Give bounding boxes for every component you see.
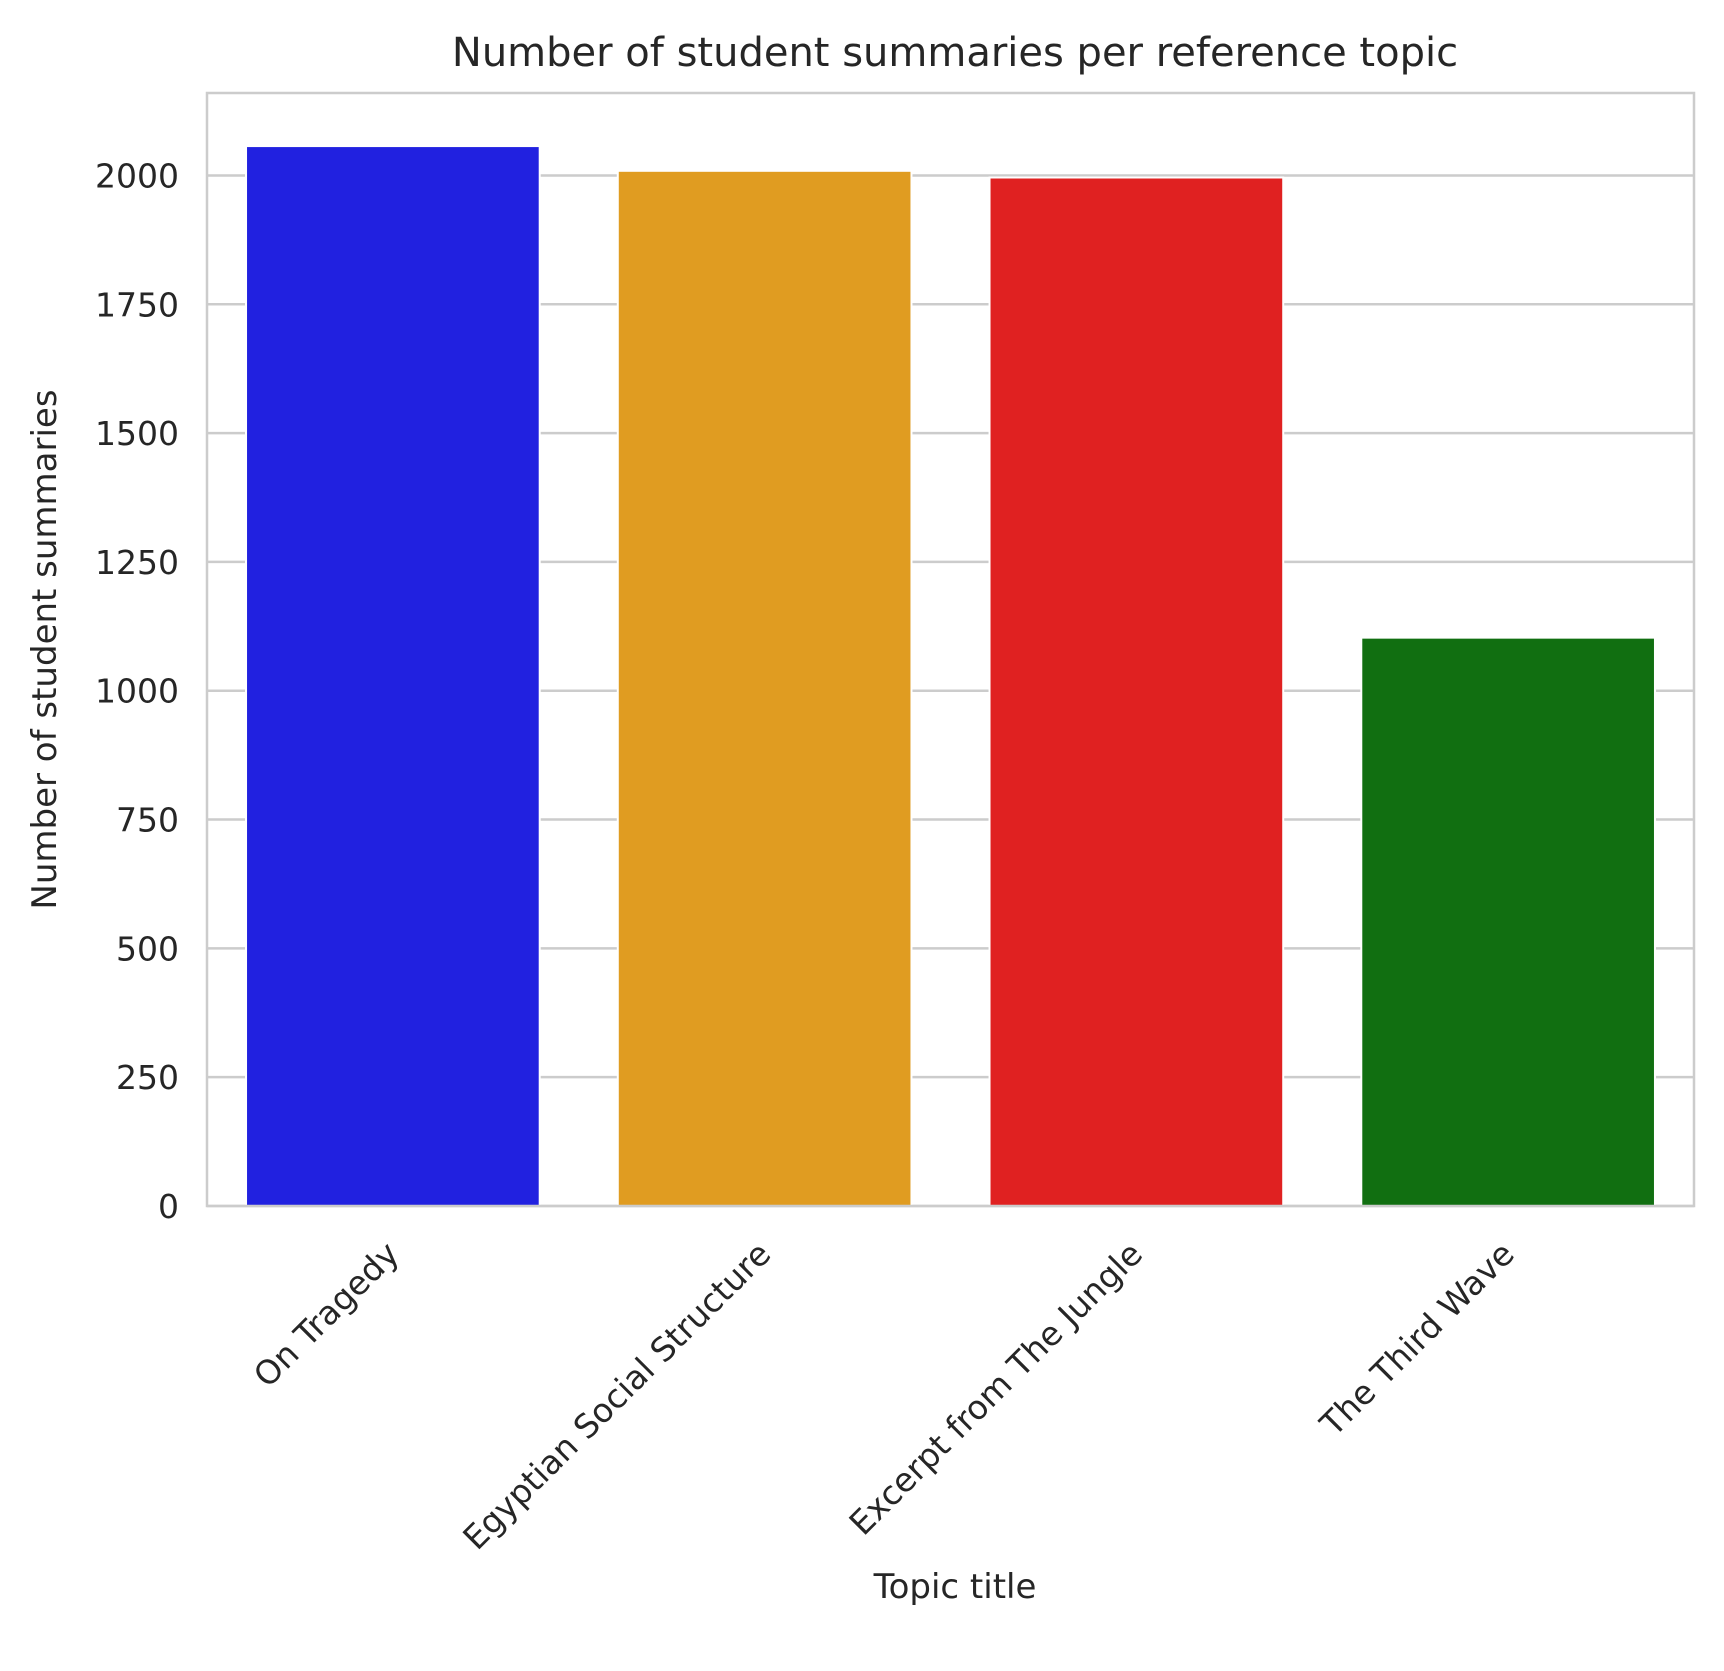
y-tick-label: 250: [116, 1058, 179, 1097]
x-tick-label: On Tragedy: [246, 1234, 407, 1395]
bar-the-third-wave: [1360, 636, 1656, 1207]
x-axis-label: Topic title: [873, 1567, 1037, 1607]
y-tick-label: 1750: [95, 285, 179, 324]
x-tick-label: Egyptian Social Structure: [455, 1234, 778, 1557]
y-tick-label: 1250: [95, 543, 179, 582]
x-tick-label: Excerpt from The Jungle: [842, 1234, 1151, 1543]
y-tick-label: 750: [116, 801, 179, 840]
y-tick-label: 0: [158, 1187, 179, 1226]
bar-egyptian-social-structure: [616, 169, 913, 1208]
bar-excerpt-from-the-jungle: [988, 176, 1285, 1207]
bar-on-tragedy: [245, 145, 541, 1207]
y-tick-label: 500: [116, 929, 179, 968]
y-tick-label: 2000: [95, 156, 179, 195]
y-tick-label: 1000: [95, 672, 179, 711]
bars: [245, 145, 1656, 1208]
plot-frame: [205, 91, 1696, 1208]
x-tick-label: The Third Wave: [1312, 1234, 1522, 1444]
y-tick-label: 1500: [95, 414, 179, 453]
y-axis-label: Number of student summaries: [25, 389, 65, 909]
y-tick-labels: 0 250 500 750 1000 1250 1500 1750 2000: [95, 156, 179, 1226]
chart-title: Number of student summaries per referenc…: [452, 30, 1458, 76]
x-tick-labels: On Tragedy Egyptian Social Structure Excer…: [246, 1234, 1522, 1557]
